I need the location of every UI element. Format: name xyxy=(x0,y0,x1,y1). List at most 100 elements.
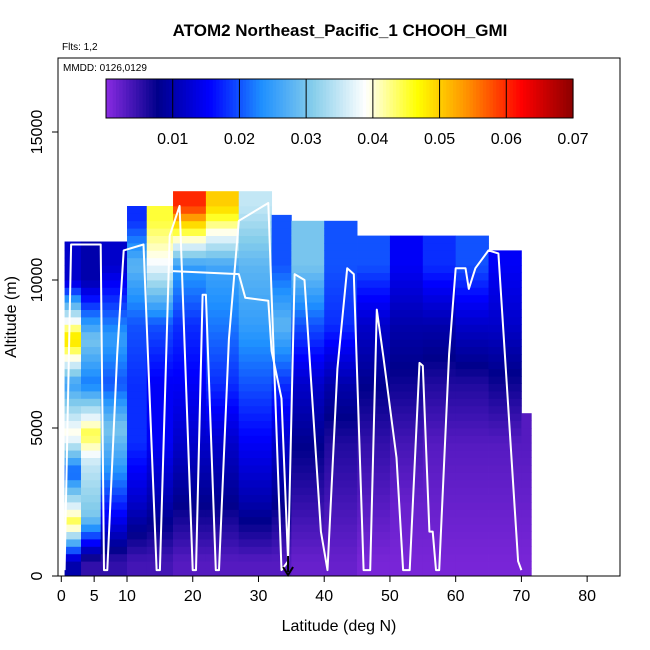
curtain-cell xyxy=(81,509,102,518)
colorbar-segment xyxy=(476,79,481,118)
curtain-cell xyxy=(146,272,174,281)
curtain-cell xyxy=(64,324,82,333)
curtain-cell xyxy=(146,235,174,244)
curtain-cell xyxy=(422,243,457,251)
curtain-cell xyxy=(291,524,325,532)
colorbar-segment xyxy=(499,79,504,118)
curtain-cell xyxy=(127,228,148,236)
curtain-cell xyxy=(173,309,207,318)
curtain-cell xyxy=(455,398,489,407)
curtain-cell xyxy=(521,494,532,503)
curtain-cell xyxy=(389,250,424,259)
curtain-cell xyxy=(455,494,489,503)
curtain-cell xyxy=(205,213,240,222)
curtain-cell xyxy=(271,524,292,532)
curtain-cell xyxy=(271,257,292,266)
curtain-cell xyxy=(422,465,457,473)
curtain-cell xyxy=(81,265,102,273)
curtain-cell xyxy=(64,442,82,451)
marker-arrowhead xyxy=(282,566,294,577)
curtain-cell xyxy=(100,294,128,303)
curtain-cell xyxy=(238,361,273,370)
colorbar-segment xyxy=(189,79,194,118)
colorbar-segment xyxy=(329,79,334,118)
colorbar-segment xyxy=(236,79,241,118)
curtain-cell xyxy=(291,413,325,421)
curtain-cell xyxy=(127,531,148,540)
curtain-cell xyxy=(455,339,489,347)
curtain-cell xyxy=(205,413,240,421)
colorbar-segment xyxy=(346,79,351,118)
curtain-cell xyxy=(389,302,424,310)
curtain-cell xyxy=(357,546,391,555)
curtain-cell xyxy=(291,265,325,273)
curtain-cell xyxy=(291,502,325,510)
curtain-cell xyxy=(291,257,325,266)
curtain-cell xyxy=(488,331,522,340)
colorbar-segment xyxy=(179,79,184,118)
curtain-cell xyxy=(173,553,207,562)
colorbar-segment xyxy=(339,79,344,118)
y-tick-label: 5000 xyxy=(29,410,46,446)
curtain-cell xyxy=(127,509,148,518)
curtain-cell xyxy=(238,524,273,532)
colorbar-segment xyxy=(166,79,170,118)
curtain-cell xyxy=(205,243,240,251)
curtain-cell xyxy=(205,198,240,207)
colorbar-segment xyxy=(392,79,397,118)
colorbar-segment xyxy=(372,79,377,118)
curtain-cell xyxy=(271,479,292,488)
curtain-cell xyxy=(488,309,522,318)
curtain-cell xyxy=(238,391,273,399)
curtain-cell xyxy=(488,413,522,421)
curtain-cell xyxy=(238,472,273,481)
curtain-cell xyxy=(271,457,292,466)
colorbar-segment xyxy=(419,79,424,118)
curtain-cell xyxy=(81,516,102,525)
colorbar-segment xyxy=(172,79,177,118)
curtain-cell xyxy=(64,257,82,266)
colorbar-segment xyxy=(422,79,427,118)
curtain-cell xyxy=(324,502,358,510)
curtain-cell xyxy=(455,287,489,296)
curtain-cell xyxy=(271,487,292,495)
curtain-cell xyxy=(291,220,325,229)
curtain-cell xyxy=(205,383,240,392)
curtain-cell xyxy=(422,479,457,488)
curtain-cell xyxy=(64,479,82,488)
colorbar-segment xyxy=(136,79,140,118)
curtain-cell xyxy=(455,509,489,518)
curtain-cell xyxy=(173,250,207,259)
curtain-cell xyxy=(455,531,489,540)
curtain-cell xyxy=(64,272,82,281)
curtain-cell xyxy=(173,383,207,392)
curtain-cell xyxy=(324,383,358,392)
colorbar-tick-label: 0.01 xyxy=(157,131,188,148)
colorbar-tick-label: 0.03 xyxy=(291,131,322,148)
curtain-cell xyxy=(521,413,532,421)
curtain-cell xyxy=(173,539,207,547)
curtain-cell xyxy=(357,294,391,303)
curtain-cell xyxy=(127,553,148,562)
curtain-cell xyxy=(64,361,82,370)
curtain-cell xyxy=(173,265,207,273)
curtain-cell xyxy=(146,339,174,347)
curtain-cell xyxy=(271,509,292,518)
colorbar-segment xyxy=(462,79,467,118)
curtain-cell xyxy=(422,250,457,259)
curtain-cell xyxy=(238,354,273,362)
curtain-cell xyxy=(146,206,174,214)
curtain-cell xyxy=(357,339,391,347)
curtain-cell xyxy=(64,539,82,547)
colorbar-segment xyxy=(432,79,437,118)
curtain-cell xyxy=(324,472,358,481)
curtain-cell xyxy=(127,317,148,325)
colorbar-segment xyxy=(566,79,571,118)
curtain-cell xyxy=(100,241,128,244)
curtain-cell xyxy=(238,368,273,377)
curtain-cell xyxy=(422,287,457,296)
curtain-cell xyxy=(291,568,325,577)
curtain-cell xyxy=(389,294,424,303)
x-tick-label: 10 xyxy=(118,588,136,605)
curtain-cell xyxy=(64,280,82,288)
